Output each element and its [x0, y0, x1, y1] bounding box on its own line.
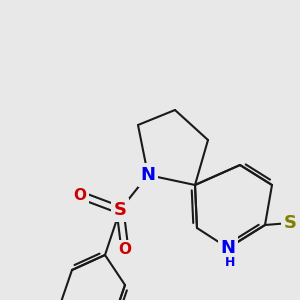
- Text: O: O: [118, 242, 131, 257]
- Text: N: N: [140, 166, 155, 184]
- Text: S: S: [113, 201, 127, 219]
- Text: O: O: [74, 188, 86, 202]
- Text: S: S: [284, 214, 296, 232]
- Text: N: N: [220, 239, 236, 257]
- Text: H: H: [225, 256, 235, 268]
